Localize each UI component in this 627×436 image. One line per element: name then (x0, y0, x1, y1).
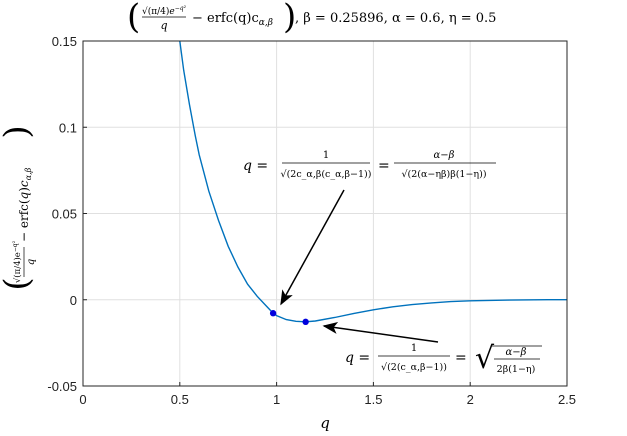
svg-text:=: = (455, 350, 467, 366)
annotation-upper: q = 1 √(2c_α,β(c_α,β−1)) = α−β √(2(α−ηβ)… (243, 150, 496, 180)
data-point (269, 310, 277, 317)
y-axis-label: ( √(π/4)e−q² q − erfc(q)cα,β ) (0, 125, 37, 290)
svg-text:√(2(α−ηβ)β(1−η)): √(2(α−ηβ)β(1−η)) (401, 169, 486, 180)
y-tick-label: 0.05 (52, 207, 77, 222)
svg-text:2β(1−η): 2β(1−η) (497, 364, 536, 375)
y-ticks: -0.05 0 0.05 0.1 0.15 (47, 34, 87, 394)
svg-text:): ) (0, 125, 37, 138)
svg-text:√(π/4)e−q²: √(π/4)e−q² (142, 5, 187, 17)
svg-text:− erfc(q)cα,β: − erfc(q)cα,β (17, 167, 33, 242)
annotation-lower: q = 1 √(2(c_α,β−1)) = √ α−β 2β(1−η) (345, 341, 542, 376)
svg-text:q =: q = (243, 158, 268, 174)
x-tick-label: 2.5 (558, 392, 576, 407)
svg-text:α−β: α−β (506, 347, 527, 358)
svg-text:1: 1 (411, 343, 417, 354)
arrow-lower (322, 321, 439, 343)
x-ticks: 0 0.5 1 1.5 2 2.5 (79, 382, 576, 407)
chart-title: ( √(π/4)e−q² q − erfc(q)cα,β ) , β = 0.2… (127, 0, 496, 37)
svg-text:√(2c_α,β(c_α,β−1)): √(2c_α,β(c_α,β−1)) (281, 169, 372, 180)
svg-text:q: q (160, 19, 167, 32)
x-tick-label: 0.5 (171, 392, 189, 407)
svg-text:q: q (26, 259, 37, 265)
y-tick-label: -0.05 (47, 379, 77, 394)
x-tick-label: 0 (79, 392, 86, 407)
svg-text:1: 1 (323, 150, 329, 161)
svg-text:α−β: α−β (434, 150, 455, 161)
data-point (302, 318, 309, 326)
svg-text:√: √ (475, 341, 495, 376)
svg-text:√(2(c_α,β−1)): √(2(c_α,β−1)) (381, 362, 447, 373)
marked-points (269, 310, 309, 326)
x-tick-label: 1 (273, 392, 280, 407)
svg-text:(: ( (0, 277, 37, 290)
y-tick-label: 0.15 (52, 34, 77, 49)
y-tick-label: 0 (70, 293, 77, 308)
y-tick-label: 0.1 (59, 120, 77, 135)
svg-text:, β = 0.25896, α = 0.6, η = 0.: , β = 0.25896, α = 0.6, η = 0.5 (295, 11, 496, 26)
svg-text:q =: q = (345, 350, 370, 366)
x-axis-label: q (320, 414, 330, 432)
x-tick-label: 1.5 (364, 392, 382, 407)
svg-text:− erfc(q)cα,β: − erfc(q)cα,β (192, 11, 273, 28)
x-tick-label: 2 (467, 392, 474, 407)
svg-text:(: ( (127, 0, 140, 37)
arrow-upper (280, 189, 345, 306)
svg-text:=: = (378, 158, 390, 174)
series-line (179, 40, 567, 323)
curve-layer (179, 40, 567, 323)
svg-text:√(π/4)e−q²: √(π/4)e−q² (12, 240, 23, 283)
svg-text:): ) (283, 0, 296, 37)
